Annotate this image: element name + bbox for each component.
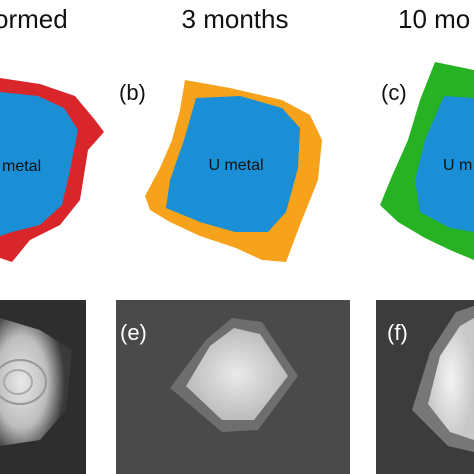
panel-text: metal xyxy=(2,158,41,175)
column-header: 10 mo xyxy=(398,4,470,34)
panel-d xyxy=(0,300,86,474)
panel-label: (e) xyxy=(120,320,147,345)
column-header: ormed xyxy=(0,4,68,34)
panel-label: (b) xyxy=(119,80,146,105)
panel-e: (e) xyxy=(116,300,350,474)
panel-text: U m xyxy=(443,157,472,174)
panel-text: U metal xyxy=(208,157,263,174)
panel-label: (f) xyxy=(387,320,408,345)
panel-b: (b) U metal xyxy=(119,80,322,262)
panel-label: (c) xyxy=(381,80,407,105)
panel-c: (c) U m xyxy=(380,62,474,260)
panel-a: metal xyxy=(0,78,104,262)
panel-f: (f) xyxy=(376,300,474,474)
column-header: 3 months xyxy=(182,4,289,34)
